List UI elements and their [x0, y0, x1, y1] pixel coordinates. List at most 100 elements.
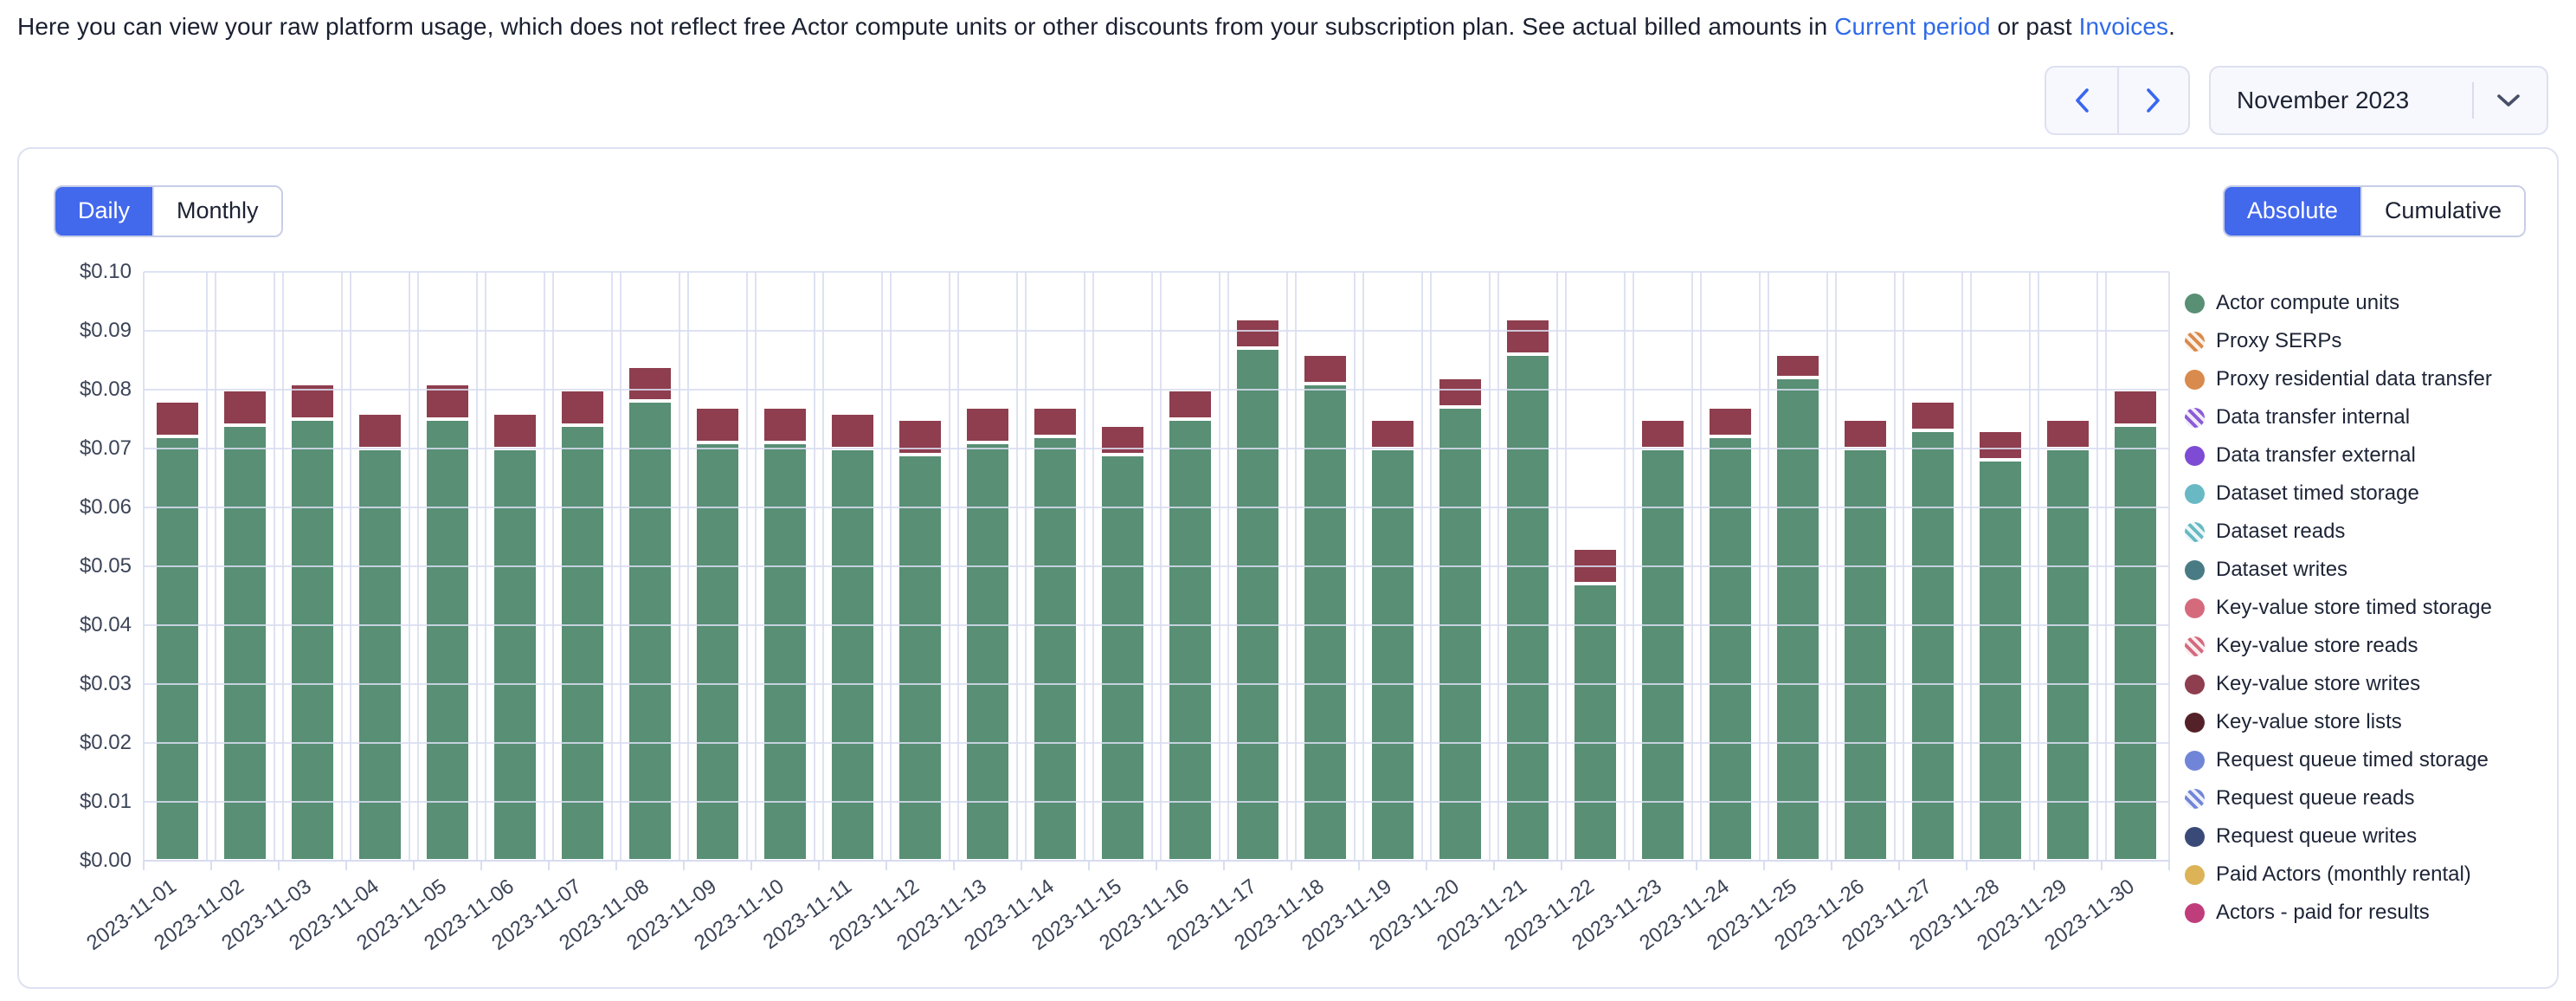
bar-segment-actor-compute-units[interactable] — [289, 418, 336, 861]
bar-segment-actor-compute-units[interactable] — [1167, 418, 1214, 861]
bar-segment-actor-compute-units[interactable] — [1302, 384, 1349, 861]
bar-segment-actor-compute-units[interactable] — [829, 448, 876, 861]
toggle-cumulative[interactable]: Cumulative — [2360, 186, 2524, 236]
bar-segment-actor-compute-units[interactable] — [1774, 378, 1821, 861]
next-month-button[interactable] — [2117, 67, 2188, 133]
gridline-vertical — [1024, 271, 1027, 861]
bar-segment-key-value-store-writes[interactable] — [154, 401, 201, 437]
bar-segment-actor-compute-units[interactable] — [1369, 448, 1416, 861]
gridline-vertical — [1700, 271, 1702, 861]
bar-segment-key-value-store-writes[interactable] — [829, 413, 876, 449]
bar-segment-key-value-store-writes[interactable] — [1234, 319, 1281, 349]
bar-segment-actor-compute-units[interactable] — [897, 454, 943, 861]
bar-segment-actor-compute-units[interactable] — [1437, 407, 1484, 861]
x-axis-tick — [1897, 860, 1900, 870]
bar-segment-actor-compute-units[interactable] — [762, 442, 808, 861]
previous-month-button[interactable] — [2046, 68, 2117, 133]
toggle-absolute[interactable]: Absolute — [2224, 186, 2360, 236]
bar-segment-actor-compute-units[interactable] — [1909, 430, 1956, 861]
bar-segment-key-value-store-writes[interactable] — [2112, 389, 2159, 425]
bar-segment-actor-compute-units[interactable] — [357, 448, 403, 861]
toggle-monthly[interactable]: Monthly — [152, 186, 281, 236]
legend-item[interactable]: Paid Actors (monthly rental) — [2185, 862, 2526, 887]
gridline-vertical — [1624, 271, 1626, 861]
bar-segment-actor-compute-units[interactable] — [2112, 424, 2159, 861]
legend-item[interactable]: Key-value store writes — [2185, 672, 2526, 696]
bar-segment-key-value-store-writes[interactable] — [762, 407, 808, 442]
invoices-link[interactable]: Invoices — [2078, 13, 2169, 40]
bar-segment-actor-compute-units[interactable] — [1842, 448, 1889, 861]
bar-segment-key-value-store-writes[interactable] — [1032, 407, 1079, 437]
toggle-daily[interactable]: Daily — [55, 186, 153, 236]
bar-segment-actor-compute-units[interactable] — [1099, 454, 1146, 861]
bar-segment-actor-compute-units[interactable] — [1504, 354, 1551, 861]
bar-segment-key-value-store-writes[interactable] — [1774, 354, 1821, 378]
bar-segment-key-value-store-writes[interactable] — [559, 389, 606, 425]
color-dot-icon — [2185, 674, 2205, 694]
bar-segment-key-value-store-writes[interactable] — [222, 389, 268, 425]
gridline-vertical — [746, 271, 748, 861]
bar-segment-key-value-store-writes[interactable] — [2045, 418, 2091, 449]
bar-segment-actor-compute-units[interactable] — [694, 442, 741, 861]
month-select-dropdown[interactable]: November 2023 — [2209, 65, 2548, 135]
legend-item[interactable]: Key-value store timed storage — [2185, 596, 2526, 619]
y-axis-tick-label: $0.08 — [79, 377, 132, 401]
bar-segment-key-value-store-writes[interactable] — [1707, 407, 1754, 437]
bar-segment-actor-compute-units[interactable] — [2045, 448, 2091, 861]
legend-item[interactable]: Key-value store lists — [2185, 710, 2526, 733]
bar-segment-actor-compute-units[interactable] — [1977, 460, 2024, 861]
bar-segment-key-value-store-writes[interactable] — [1977, 430, 2024, 461]
usage-chart-card: Daily Monthly Absolute Cumulative $0.00 $… — [17, 146, 2559, 989]
bar-segment-key-value-store-writes[interactable] — [897, 418, 943, 455]
bar-segment-key-value-store-writes[interactable] — [1437, 378, 1484, 408]
x-axis-tick — [1222, 860, 1225, 870]
bar-segment-actor-compute-units[interactable] — [559, 424, 606, 861]
bar-segment-key-value-store-writes[interactable] — [627, 365, 673, 402]
legend-item-label: Key-value store writes — [2216, 672, 2421, 696]
bar-segment-actor-compute-units[interactable] — [1234, 348, 1281, 861]
legend-item[interactable]: Request queue reads — [2185, 786, 2526, 810]
x-axis-tick — [817, 860, 820, 870]
bar-segment-actor-compute-units[interactable] — [222, 424, 268, 861]
legend-item[interactable]: Key-value store reads — [2185, 634, 2526, 657]
bar-segment-actor-compute-units[interactable] — [1639, 448, 1686, 861]
legend-item[interactable]: Data transfer internal — [2185, 405, 2526, 429]
bar-segment-actor-compute-units[interactable] — [424, 418, 471, 861]
legend-item[interactable]: Request queue writes — [2185, 824, 2526, 848]
bar-segment-key-value-store-writes[interactable] — [1572, 548, 1619, 584]
legend-item[interactable]: Actors - paid for results — [2185, 901, 2526, 924]
legend-item[interactable]: Data transfer external — [2185, 443, 2526, 467]
legend-item[interactable]: Proxy residential data transfer — [2185, 367, 2526, 391]
bar-segment-key-value-store-writes[interactable] — [1302, 354, 1349, 384]
legend-item[interactable]: Request queue timed storage — [2185, 748, 2526, 772]
bar-segment-actor-compute-units[interactable] — [627, 401, 673, 861]
bar-segment-key-value-store-writes[interactable] — [1842, 418, 1889, 449]
bar-segment-actor-compute-units[interactable] — [1032, 436, 1079, 861]
bar-segment-key-value-store-writes[interactable] — [694, 407, 741, 442]
bar-segment-actor-compute-units[interactable] — [1707, 436, 1754, 861]
legend-item[interactable]: Dataset writes — [2185, 558, 2526, 581]
bar-segment-key-value-store-writes[interactable] — [1504, 319, 1551, 354]
legend-item-label: Paid Actors (monthly rental) — [2216, 862, 2471, 887]
bar-segment-key-value-store-writes[interactable] — [964, 407, 1011, 442]
bar-segment-key-value-store-writes[interactable] — [424, 384, 471, 419]
bar-segment-key-value-store-writes[interactable] — [1099, 424, 1146, 455]
bar-segment-key-value-store-writes[interactable] — [357, 413, 403, 449]
bar-segment-key-value-store-writes[interactable] — [1639, 418, 1686, 449]
bar-segment-key-value-store-writes[interactable] — [1909, 401, 1956, 431]
legend-item[interactable]: Actor compute units — [2185, 291, 2526, 314]
bar-segment-actor-compute-units[interactable] — [964, 442, 1011, 861]
bar-segment-actor-compute-units[interactable] — [154, 436, 201, 861]
legend-item[interactable]: Dataset reads — [2185, 520, 2526, 543]
legend-item[interactable]: Proxy SERPs — [2185, 329, 2526, 352]
bar-segment-key-value-store-writes[interactable] — [289, 384, 336, 419]
bar-segment-actor-compute-units[interactable] — [1572, 584, 1619, 861]
bar-segment-key-value-store-writes[interactable] — [1167, 389, 1214, 419]
bar-segment-actor-compute-units[interactable] — [492, 448, 538, 861]
legend-item[interactable]: Dataset timed storage — [2185, 481, 2526, 505]
gridline-vertical — [686, 271, 689, 861]
x-axis-tick — [548, 860, 550, 870]
bar-segment-key-value-store-writes[interactable] — [1369, 418, 1416, 449]
current-period-link[interactable]: Current period — [1834, 13, 1991, 40]
bar-segment-key-value-store-writes[interactable] — [492, 413, 538, 449]
